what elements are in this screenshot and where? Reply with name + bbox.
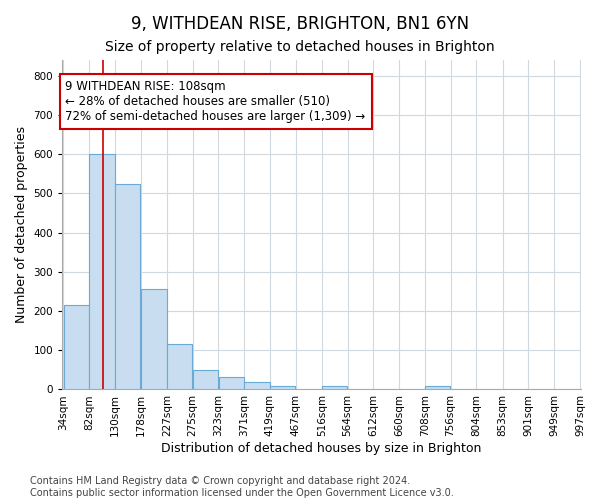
Bar — [64, 305, 89, 390]
Bar — [89, 154, 115, 390]
Text: 9, WITHDEAN RISE, BRIGHTON, BN1 6YN: 9, WITHDEAN RISE, BRIGHTON, BN1 6YN — [131, 15, 469, 33]
Bar — [115, 184, 140, 390]
Bar — [141, 290, 167, 390]
Bar — [167, 344, 193, 390]
Bar — [193, 370, 218, 390]
Y-axis label: Number of detached properties: Number of detached properties — [15, 126, 28, 323]
Bar — [218, 376, 244, 390]
Bar — [425, 386, 451, 390]
Bar — [244, 382, 269, 390]
Bar — [322, 386, 347, 390]
Text: Size of property relative to detached houses in Brighton: Size of property relative to detached ho… — [105, 40, 495, 54]
Bar — [270, 386, 295, 390]
Text: 9 WITHDEAN RISE: 108sqm
← 28% of detached houses are smaller (510)
72% of semi-d: 9 WITHDEAN RISE: 108sqm ← 28% of detache… — [65, 80, 365, 122]
Text: Contains HM Land Registry data © Crown copyright and database right 2024.
Contai: Contains HM Land Registry data © Crown c… — [30, 476, 454, 498]
X-axis label: Distribution of detached houses by size in Brighton: Distribution of detached houses by size … — [161, 442, 482, 455]
